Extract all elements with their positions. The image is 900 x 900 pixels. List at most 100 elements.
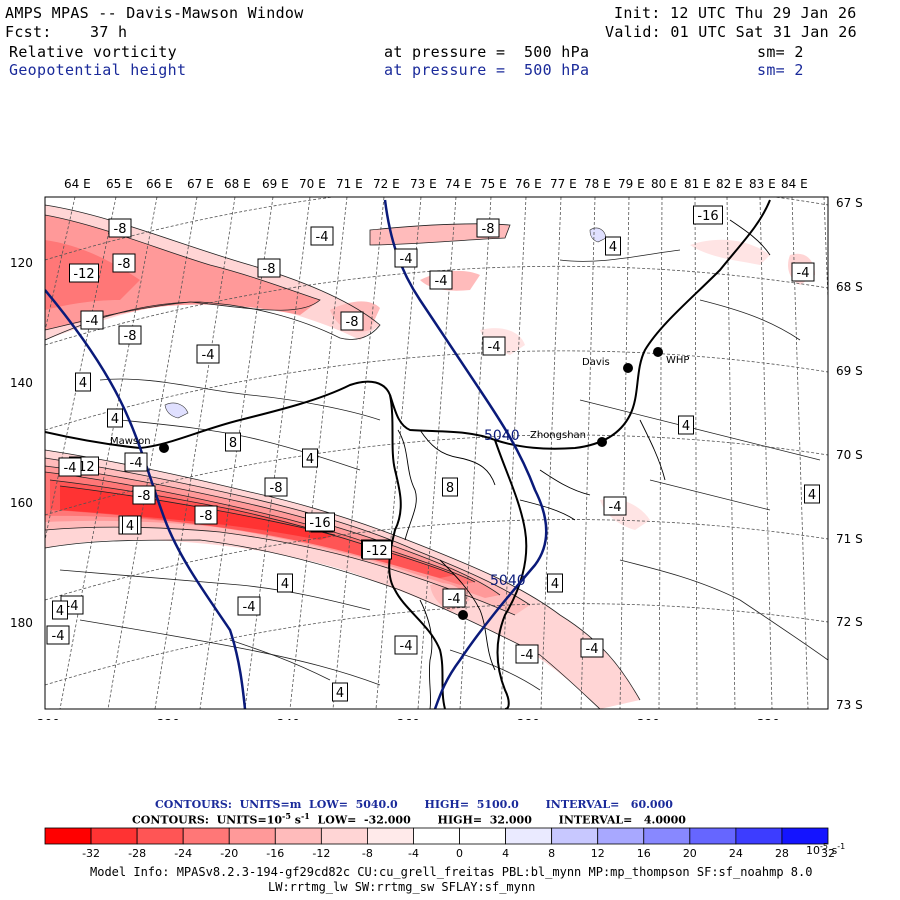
vorticity-label: -8 — [270, 481, 283, 496]
vorticity-label-box — [108, 218, 132, 238]
vorticity-label: -4 — [202, 348, 215, 363]
colorbar-swatch — [90, 827, 138, 845]
legend-low: LOW= 5040.0 — [309, 798, 398, 811]
colorbar-swatch — [643, 827, 691, 845]
vorticity-label: -8 — [118, 257, 131, 272]
lon-label: 69 E — [262, 177, 289, 191]
x-tick: 300 — [637, 717, 660, 720]
vorticity-label-box — [442, 588, 466, 608]
legend-interval: INTERVAL= 60.000 — [545, 798, 673, 811]
station-label: Mawson — [110, 436, 151, 447]
vorticity-label-box — [58, 457, 82, 477]
x-tick: 200 — [37, 717, 60, 720]
lon-label: 80 E — [651, 177, 678, 191]
vorticity-labels: -8-8-4-8-4-8-44-4-12-8-4-12-8-4-8-44-484… — [46, 205, 820, 702]
x-tick: 280 — [517, 717, 540, 720]
field1-smoothing: sm= 2 — [757, 43, 804, 61]
field2-name: Geopotential height — [9, 61, 187, 79]
vorticity-label-box — [394, 248, 418, 268]
lon-label: 66 E — [146, 177, 173, 191]
lon-label: 64 E — [64, 177, 91, 191]
vorticity-label-box — [515, 644, 539, 664]
colorbar-swatch — [597, 827, 645, 845]
vorticity-label-box — [46, 625, 70, 645]
lat-label: 70 S — [836, 448, 863, 462]
vorticity-label: -4 — [130, 456, 143, 471]
colorbar-swatch — [228, 827, 276, 845]
station-label: WHP — [666, 355, 689, 366]
colorbar-label: 20 — [683, 847, 697, 860]
colorbar-swatch — [505, 827, 553, 845]
legend-line-vorticity: CONTOURS: UNITS=10-5 s-1 LOW= -32.000 HI… — [132, 811, 686, 827]
model-info: Model Info: MPASv8.2.3-194-gf29cd82c CU:… — [90, 865, 813, 879]
vorticity-label: 4 — [126, 519, 134, 534]
vorticity-label-box — [237, 596, 261, 616]
vorticity-label: -4 — [448, 592, 461, 607]
lat-label: 72 S — [836, 615, 863, 629]
vorticity-label-box — [107, 408, 123, 428]
forecast-label: Fcst: — [5, 23, 52, 41]
station-dot-davis — [623, 363, 633, 373]
legend-units-exp: -5 — [282, 811, 291, 821]
vorticity-label-box — [132, 485, 156, 505]
x-tick: 240 — [277, 717, 300, 720]
y-tick: 160 — [10, 496, 33, 510]
station-label: Davis — [582, 357, 610, 368]
colorbar-swatch — [320, 827, 368, 845]
colorbar-units: 10-5 s-1 — [806, 842, 845, 857]
vorticity-label-box — [442, 477, 458, 497]
latitude-labels: 67 S 68 S 69 S 70 S 71 S 72 S 73 S — [836, 196, 863, 712]
vorticity-label-box — [122, 515, 138, 535]
y-tick: 120 — [10, 256, 33, 270]
vorticity-label: -4 — [52, 629, 65, 644]
colorbar-swatch — [413, 827, 460, 845]
vorticity-label: -12 — [366, 544, 387, 559]
legend-units: UNITS=10 — [216, 813, 283, 827]
colorbar: -32 -28 -24 -20 -16 -12 -8 -4 0 4 8 12 16 20 24 28 32 10… — [44, 827, 845, 860]
vorticity-label-box — [118, 325, 142, 345]
map-frame — [44, 196, 829, 710]
field2-smoothing: sm= 2 — [757, 61, 804, 79]
lon-label: 78 E — [584, 177, 611, 191]
vorticity-label: -16 — [697, 209, 718, 224]
vorticity-label: 4 — [111, 412, 119, 427]
vorticity-label: -16 — [309, 516, 330, 531]
lon-label: 83 E — [749, 177, 776, 191]
vorticity-label-box — [305, 512, 335, 532]
vorticity-label-box — [277, 573, 293, 593]
height-contours — [45, 199, 548, 709]
longitude-labels: 64 E 65 E 66 E 67 E 68 E 69 E 70 E 71 E … — [64, 177, 808, 191]
lon-label: 76 E — [515, 177, 542, 191]
colorbar-swatch — [44, 827, 92, 845]
vorticity-label: -4 — [400, 252, 413, 267]
vorticity-label: -4 — [435, 274, 448, 289]
station-markers: Mawson Davis WHP Zhongshan — [110, 347, 689, 620]
colorbar-label: 4 — [502, 847, 509, 860]
vorticity-label-box — [547, 573, 563, 593]
colorbar-label: -28 — [128, 847, 146, 860]
lon-label: 65 E — [106, 177, 133, 191]
vorticity-label-box — [225, 432, 241, 452]
vorticity-label-box — [112, 253, 136, 273]
colorbar-label: 24 — [729, 847, 743, 860]
colorbar-swatch — [689, 827, 737, 845]
legend-interval: INTERVAL= 4.0000 — [558, 813, 686, 827]
vorticity-label: 4 — [551, 577, 559, 592]
lon-label: 84 E — [781, 177, 808, 191]
vorticity-label-box — [693, 205, 723, 225]
colorbar-label: 0 — [456, 847, 463, 860]
vorticity-label-box — [394, 635, 418, 655]
forecast-hour: 37 h — [90, 23, 128, 41]
lon-label: 75 E — [480, 177, 507, 191]
vorticity-label-box — [482, 336, 506, 356]
colorbar-label: -16 — [266, 847, 284, 860]
colorbar-swatch — [274, 827, 322, 845]
lon-label: 74 E — [445, 177, 472, 191]
colorbar-swatch — [182, 827, 230, 845]
station-label: Zhongshan — [530, 430, 586, 441]
station-dot-mawson — [159, 443, 169, 453]
valid-time: Valid: 01 UTC Sat 31 Jan 26 — [605, 23, 857, 41]
vorticity-label: -8 — [263, 262, 276, 277]
colorbar-label: -4 — [408, 847, 419, 860]
vorticity-label: -8 — [200, 509, 213, 524]
